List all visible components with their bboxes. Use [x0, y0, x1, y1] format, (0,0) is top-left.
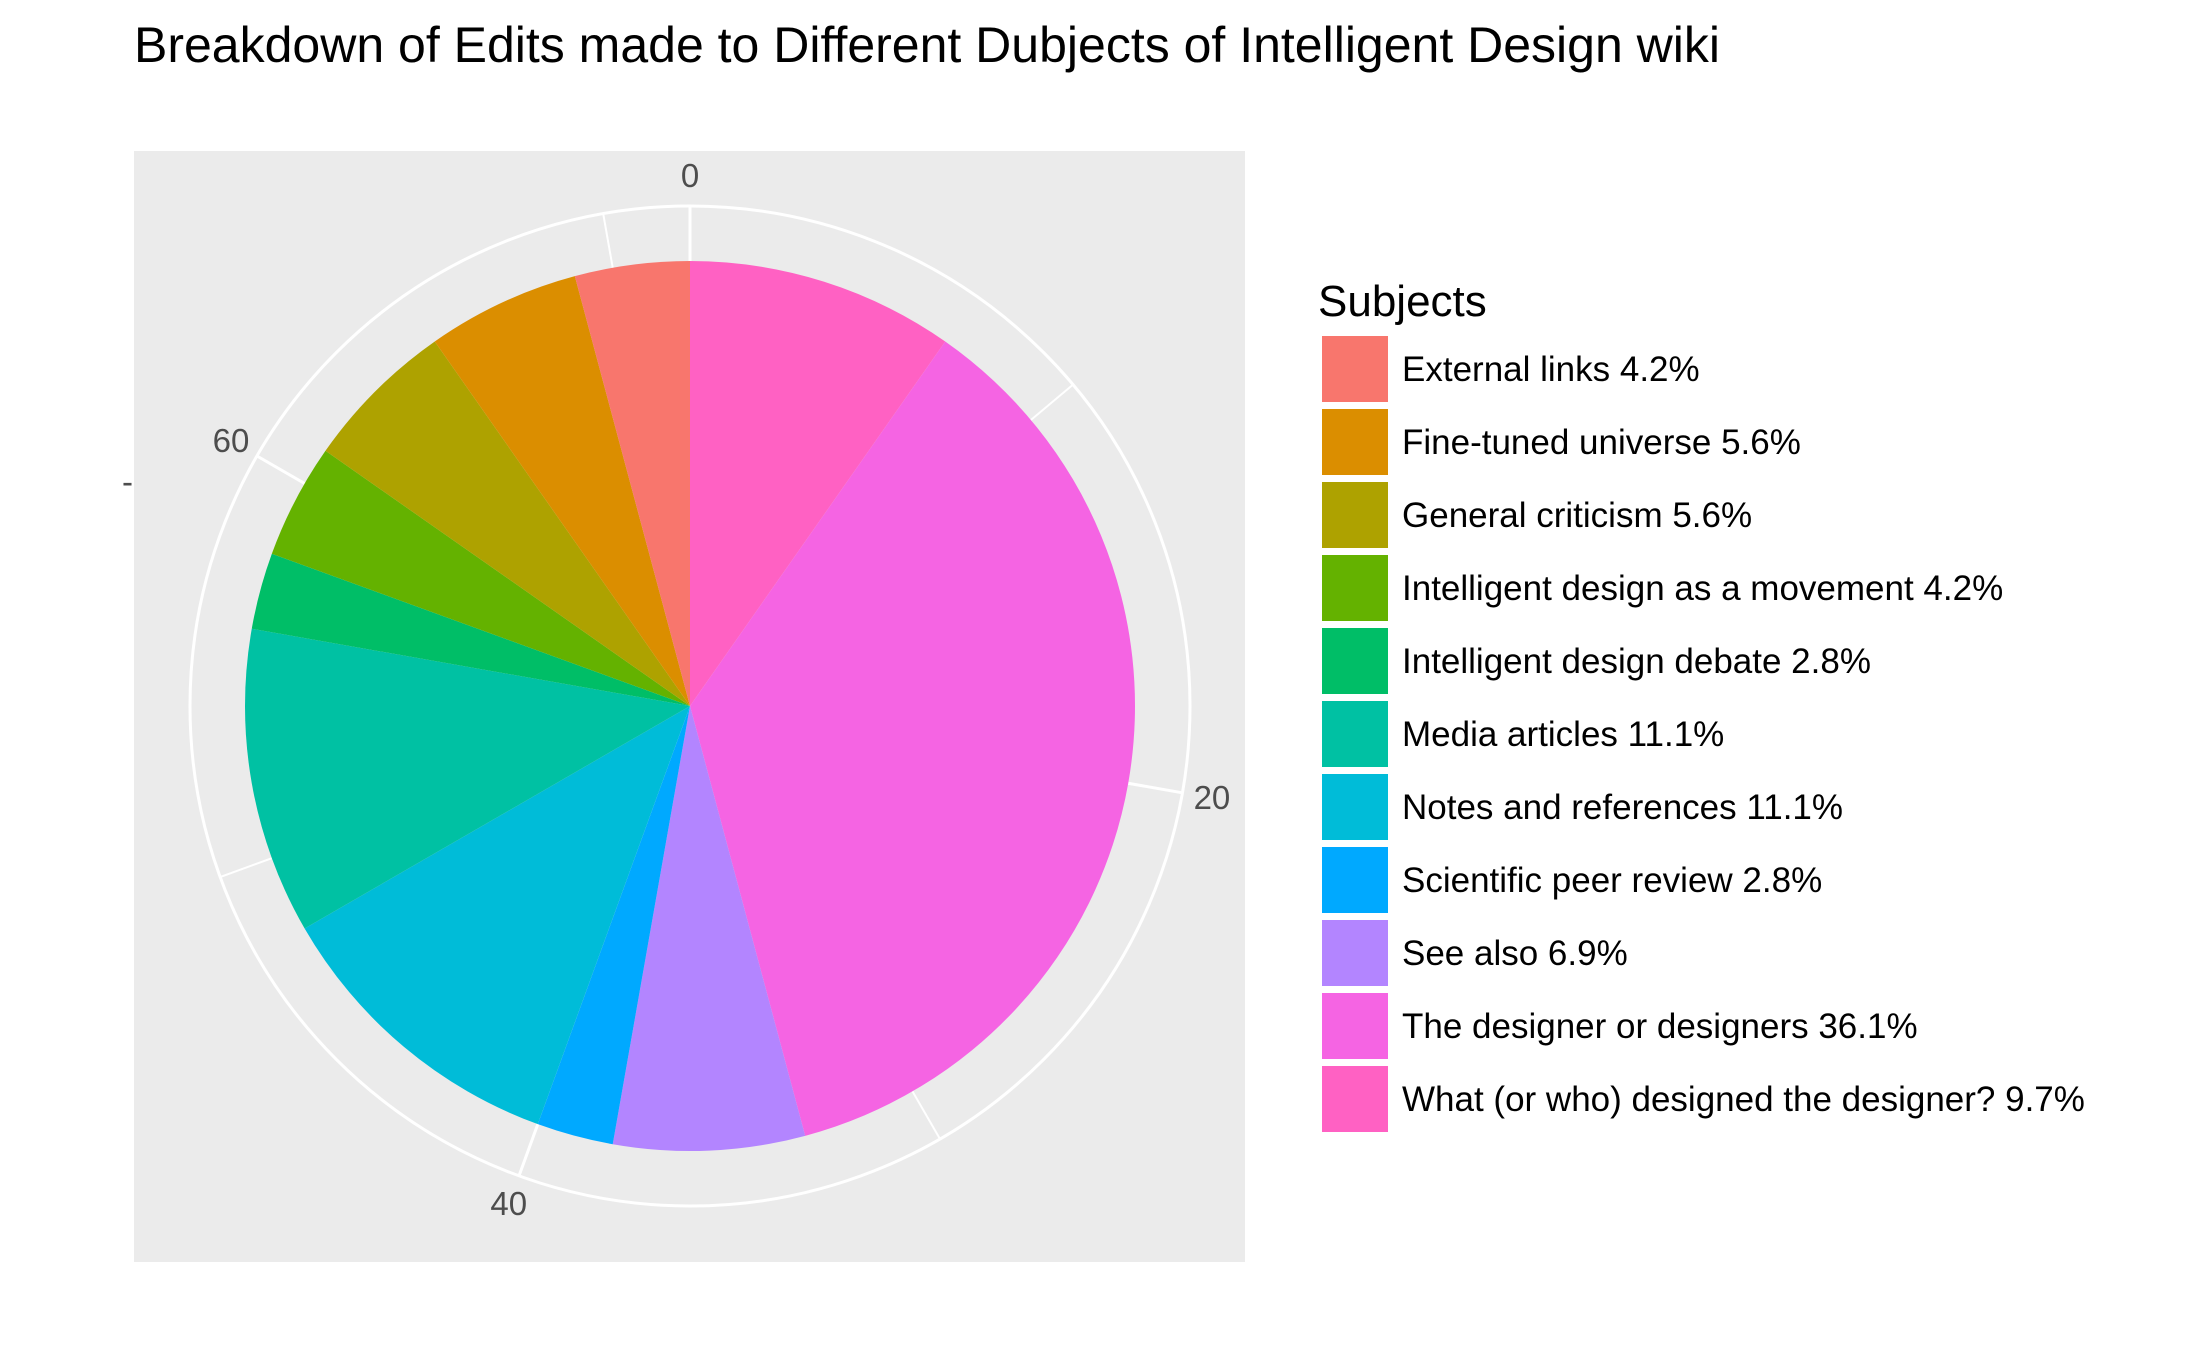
grid-spoke-minor [602, 213, 614, 268]
legend: Subjects External links 4.2% Fine-tuned u… [1318, 277, 2085, 1132]
stray-axis-tick: - [122, 463, 133, 500]
legend-key [1322, 993, 1388, 1059]
legend-label: General criticism 5.6% [1402, 496, 1752, 535]
legend-key [1322, 920, 1388, 986]
legend-key [1322, 701, 1388, 767]
legend-key [1322, 482, 1388, 548]
grid-spoke-minor [911, 1090, 941, 1140]
legend-key [1322, 1066, 1388, 1132]
legend-label: Intelligent design debate 2.8% [1402, 642, 1871, 681]
theta-tick-labels: 0 20 40 60 [213, 157, 1231, 1222]
pie-slice [251, 553, 690, 706]
legend-title: Subjects [1318, 277, 1487, 326]
legend-label: Scientific peer review 2.8% [1402, 861, 1822, 900]
pie-slice [304, 706, 690, 1125]
legend-label: The designer or designers 36.1% [1402, 1007, 1918, 1046]
pie-slice [434, 276, 690, 706]
legend-key [1322, 628, 1388, 694]
pie-slice [244, 628, 690, 929]
legend-key [1322, 847, 1388, 913]
legend-label: Media articles 11.1% [1402, 715, 1724, 754]
pie-slice [612, 706, 806, 1151]
legend-label: External links 4.2% [1402, 350, 1700, 389]
pie-slice [325, 341, 690, 706]
theta-tick-label: 40 [490, 1185, 527, 1222]
legend-label: See also 6.9% [1402, 934, 1628, 973]
chart-title: Breakdown of Edits made to Different Dub… [134, 17, 1720, 73]
legend-label: Intelligent design as a movement 4.2% [1402, 569, 2003, 608]
grid-spoke-minor [219, 857, 273, 878]
legend-key [1322, 336, 1388, 402]
pie-slice [690, 341, 1136, 1136]
pie-slices [244, 261, 1136, 1151]
pie-slice [690, 261, 946, 706]
legend-key [1322, 409, 1388, 475]
legend-label: Fine-tuned universe 5.6% [1402, 423, 1801, 462]
theta-tick-label: 60 [213, 422, 250, 459]
plot-panel: 0 20 40 60 [134, 151, 1245, 1262]
grid-spoke-minor [1030, 383, 1074, 421]
legend-label: Notes and references 11.1% [1402, 788, 1843, 827]
theta-tick-label: 20 [1194, 779, 1231, 816]
legend-label: What (or who) designed the designer? 9.7… [1402, 1080, 2085, 1119]
legend-key [1322, 774, 1388, 840]
legend-items: External links 4.2% Fine-tuned universe 5… [1322, 336, 2085, 1132]
legend-key [1322, 555, 1388, 621]
pie-slice [271, 450, 690, 706]
theta-tick-label: 0 [681, 157, 699, 194]
pie-slice [537, 706, 690, 1145]
pie-slice [574, 261, 690, 706]
